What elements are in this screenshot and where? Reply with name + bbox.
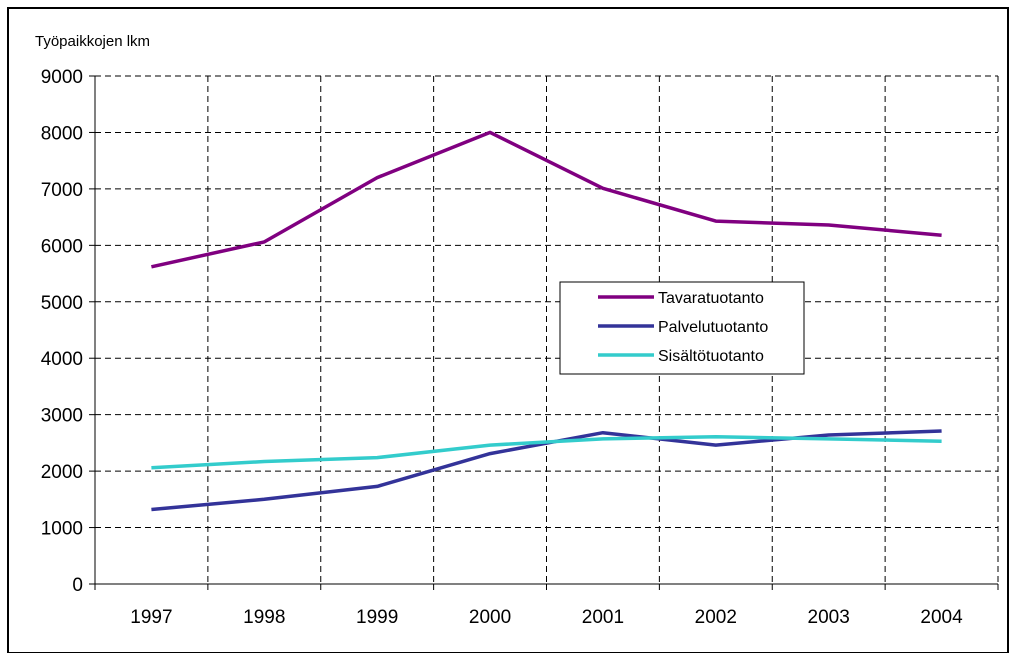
x-tick-label: 2004 xyxy=(920,607,963,628)
y-tick-label: 8000 xyxy=(41,123,83,144)
series-line xyxy=(151,434,942,470)
y-tick-label: 0 xyxy=(72,575,83,596)
x-tick-label: 2001 xyxy=(582,607,624,628)
x-tick-label: 1997 xyxy=(130,607,172,628)
y-tick-label: 7000 xyxy=(41,180,83,201)
axes: 0 1000 2000 3000 4000 5000 6000 7000 8000 9000 199… xyxy=(41,67,999,628)
legend-label: Sisältötuotanto xyxy=(658,348,764,365)
y-tick-label: 9000 xyxy=(41,67,83,88)
y-tick-label: 4000 xyxy=(41,349,83,370)
x-tick-label: 2002 xyxy=(695,607,737,628)
x-tick-label: 1999 xyxy=(356,607,398,628)
x-tick-label: 2003 xyxy=(808,607,850,628)
y-tick-label: 2000 xyxy=(41,462,83,483)
legend: Tavaratuotanto Palvelutuotanto Sisältötuot… xyxy=(559,281,805,375)
legend-label: Tavaratuotanto xyxy=(658,290,764,307)
series-lines xyxy=(151,130,942,512)
x-tick-label: 2000 xyxy=(469,607,511,628)
chart-border xyxy=(7,7,1009,653)
legend-label: Palvelutuotanto xyxy=(658,319,768,336)
y-tick-label: 6000 xyxy=(41,236,83,257)
y-tick-label: 5000 xyxy=(41,293,83,314)
y-tick-label: 1000 xyxy=(41,519,83,540)
y-axis-label: Työpaikkojen lkm xyxy=(35,33,150,50)
series-line xyxy=(151,130,942,269)
x-tick-label: 1998 xyxy=(243,607,285,628)
y-tick-label: 3000 xyxy=(41,406,83,427)
